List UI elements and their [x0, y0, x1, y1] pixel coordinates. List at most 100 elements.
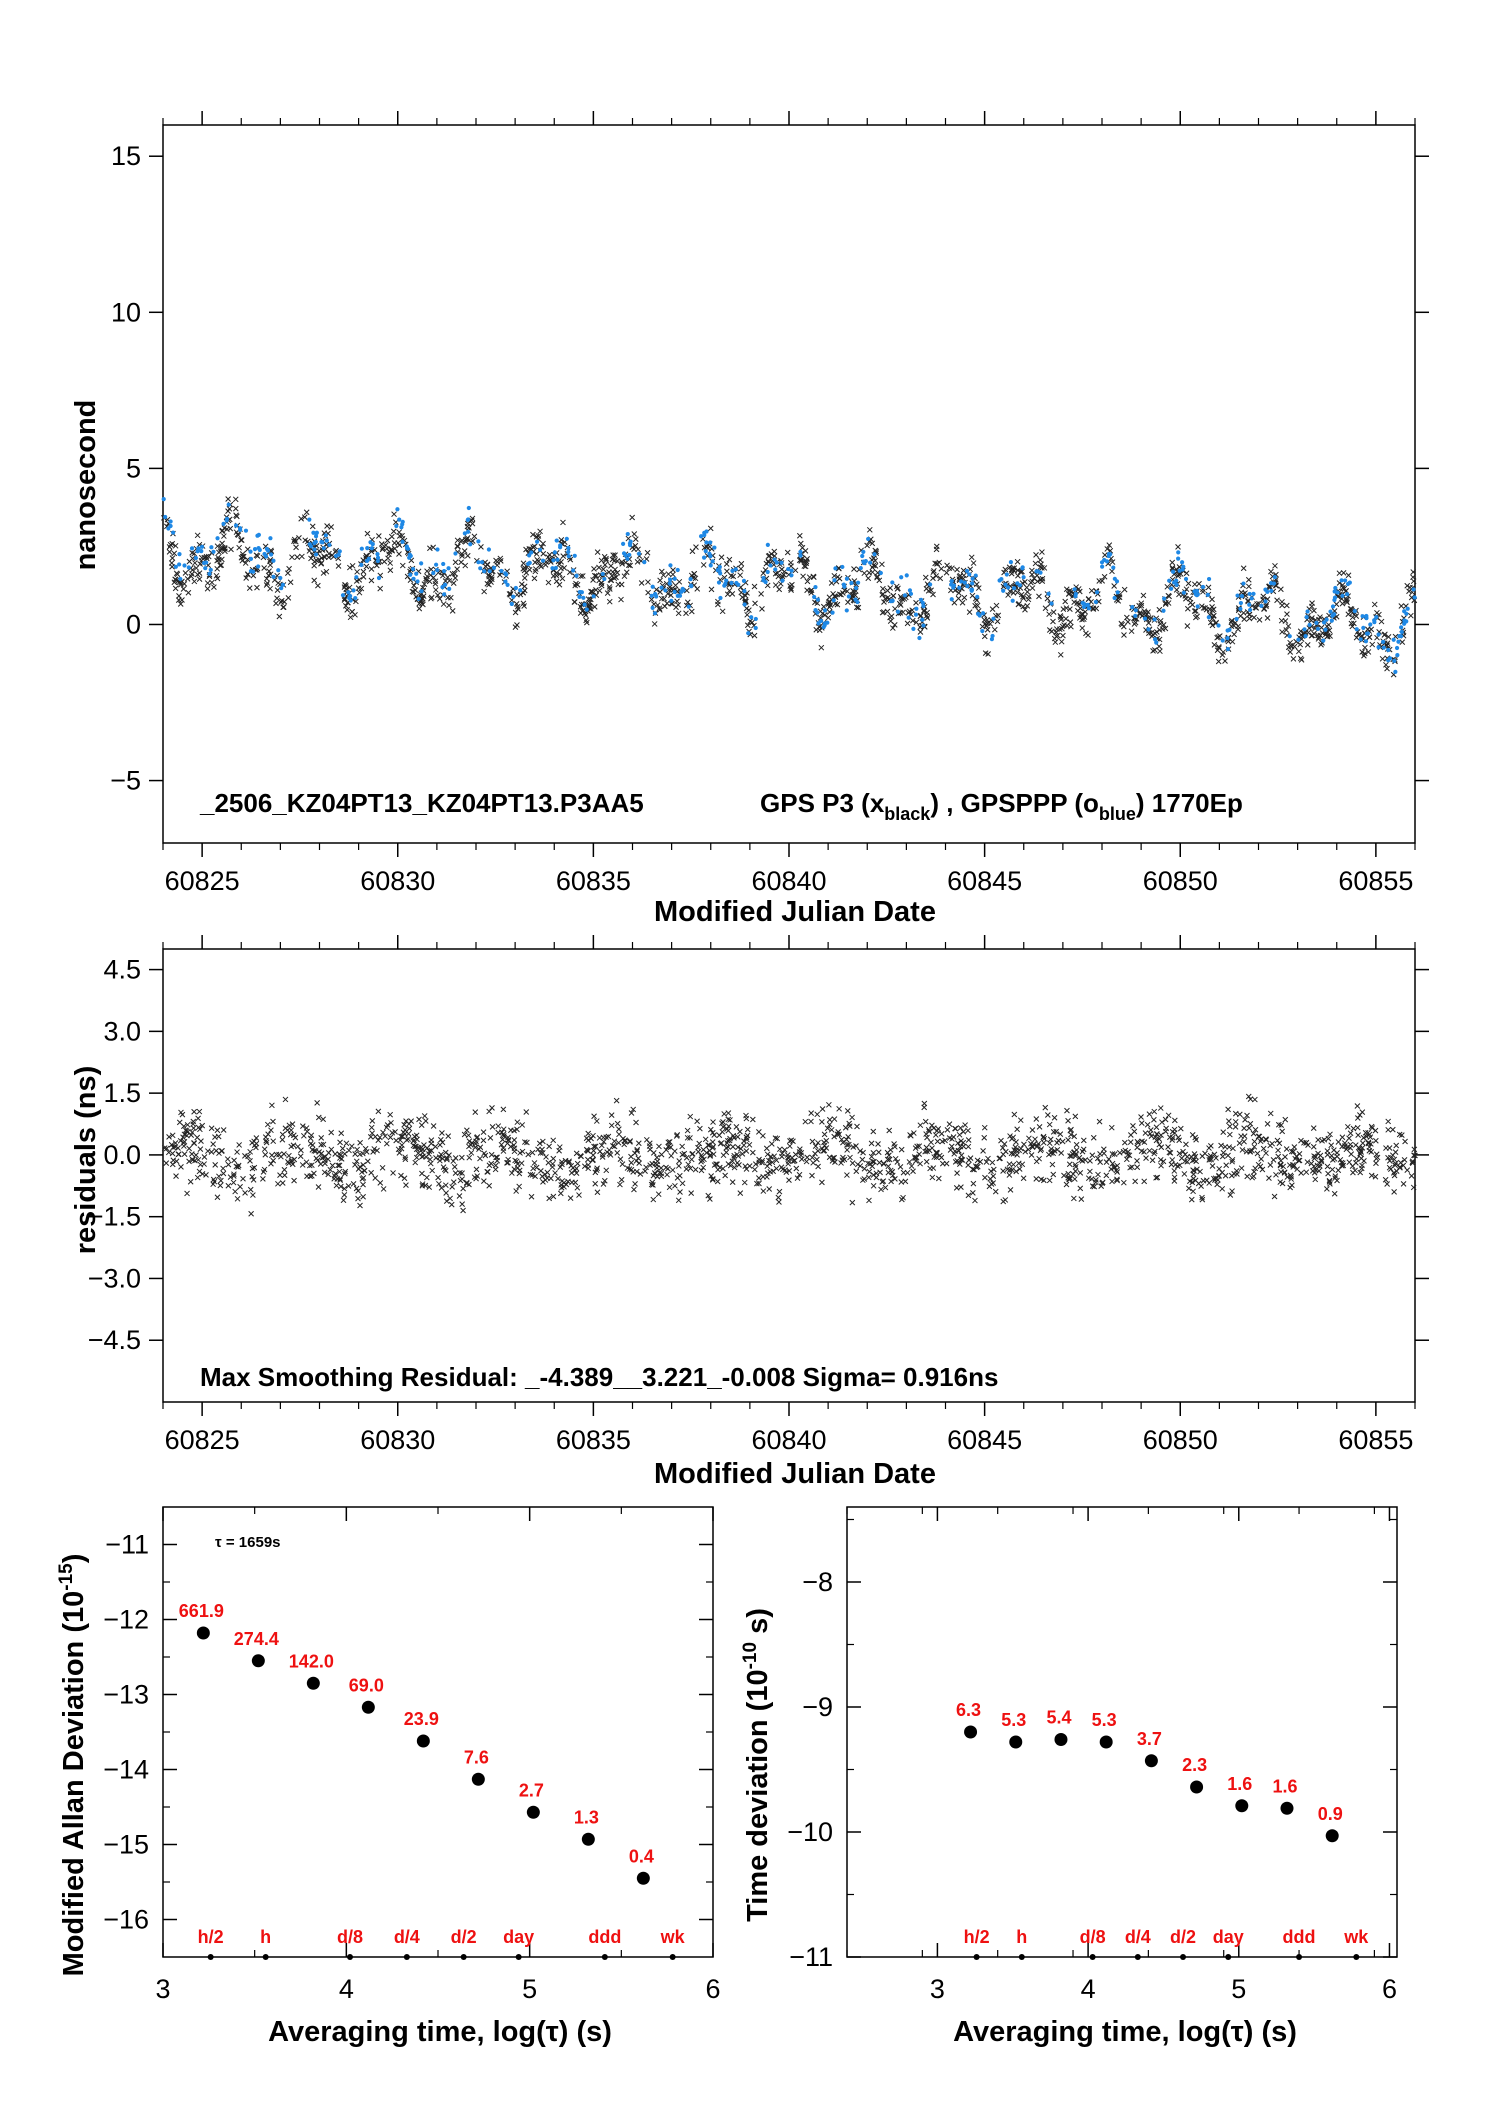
ppp-point: [990, 633, 995, 639]
residual-point: [1064, 1107, 1070, 1114]
gps-point: [864, 542, 870, 549]
y-tick-label: −15: [103, 1830, 149, 1860]
residual-point: [338, 1183, 344, 1190]
residual-point: [655, 1191, 662, 1198]
residual-point: [399, 1142, 405, 1148]
residual-point: [1068, 1131, 1074, 1138]
gps-point: [606, 584, 613, 590]
gps-point: [1349, 614, 1356, 621]
gps-point: [984, 626, 991, 633]
y-tick-label: −11: [789, 1942, 833, 1972]
ppp-point: [860, 553, 865, 559]
gps-point: [1102, 552, 1108, 558]
gps-point: [538, 563, 544, 570]
gps-point: [293, 544, 299, 551]
gps-point: [632, 536, 639, 542]
gps-point: [284, 570, 291, 576]
ppp-point: [1162, 596, 1167, 601]
residual-point: [688, 1190, 695, 1196]
ppp-point: [1225, 628, 1230, 633]
gps-point: [700, 562, 707, 568]
residual-point: [480, 1129, 487, 1135]
ppp-point: [1304, 614, 1309, 620]
deviation-point-label: 6.3: [956, 1700, 981, 1720]
residual-point: [720, 1165, 726, 1172]
gps-point: [606, 586, 613, 592]
residual-point: [956, 1161, 963, 1167]
gps-point: [572, 582, 579, 589]
p3-ylabel-exp: -15: [56, 1563, 77, 1591]
gps-point: [216, 549, 222, 556]
gps-point: [355, 585, 362, 591]
ppp-point: [964, 568, 970, 574]
ppp-point: [1376, 632, 1381, 637]
residual-point: [1339, 1134, 1346, 1141]
gps-point: [1160, 622, 1167, 628]
residual-point: [1156, 1136, 1163, 1142]
residual-point: [1230, 1145, 1236, 1152]
residual-point: [1303, 1169, 1310, 1176]
gps-point: [739, 594, 746, 601]
residual-point: [1267, 1162, 1274, 1168]
residual-point: [514, 1126, 520, 1133]
residual-point: [1310, 1143, 1317, 1150]
gps-point: [1033, 552, 1039, 558]
residual-point: [1189, 1179, 1196, 1186]
interval-marker-dot: [207, 1954, 214, 1960]
ppp-point: [949, 578, 954, 584]
residual-point: [1255, 1133, 1262, 1140]
ppp-point: [177, 552, 182, 557]
gps-point: [596, 587, 603, 594]
residual-point: [699, 1157, 705, 1164]
residual-point: [180, 1134, 186, 1141]
ppp-point: [1303, 634, 1308, 639]
residual-point: [608, 1122, 615, 1129]
gps-point: [1169, 559, 1176, 566]
residual-point: [415, 1150, 422, 1157]
interval-marker-label: wk: [1343, 1927, 1369, 1947]
gps-point: [751, 583, 758, 590]
residual-point: [1251, 1138, 1258, 1145]
residual-point: [791, 1157, 798, 1164]
residual-point: [220, 1127, 227, 1133]
residual-point: [194, 1174, 201, 1181]
residual-point: [760, 1188, 767, 1194]
ppp-point: [830, 610, 835, 615]
residual-point: [1098, 1183, 1105, 1189]
residual-point: [1063, 1181, 1070, 1188]
gps-point: [889, 625, 896, 631]
residual-point: [1277, 1179, 1284, 1185]
residual-point: [951, 1150, 958, 1157]
residual-point: [419, 1170, 425, 1177]
ppp-point: [991, 616, 996, 621]
residual-point: [1202, 1150, 1208, 1157]
gps-point: [424, 568, 430, 575]
residual-point: [336, 1162, 343, 1169]
residual-point: [1309, 1168, 1316, 1174]
residual-point: [427, 1156, 433, 1163]
residual-point: [929, 1174, 936, 1181]
residual-point: [327, 1166, 334, 1173]
residual-point: [1227, 1131, 1233, 1138]
residual-point: [533, 1164, 540, 1171]
ppp-point: [970, 576, 975, 581]
residual-point: [1058, 1150, 1065, 1156]
residual-point: [783, 1169, 790, 1175]
interval-marker-dot: [973, 1954, 980, 1960]
residual-point: [576, 1192, 582, 1198]
residual-point: [1281, 1169, 1288, 1176]
ppp-point: [166, 526, 171, 531]
gps-point: [759, 606, 765, 612]
ppp-point: [686, 604, 691, 609]
residual-point: [707, 1126, 714, 1133]
gps-point: [796, 557, 803, 564]
gps-point: [396, 542, 403, 549]
ppp-point: [178, 576, 183, 582]
gps-point: [853, 604, 860, 611]
deviation-points: 6.3 5.3 5.4 5.33.72.31.6 1.60.9: [956, 1700, 1343, 1843]
residual-point: [170, 1144, 177, 1151]
gps-point: [556, 571, 563, 577]
residual-point: [1042, 1104, 1049, 1111]
residual-point: [1087, 1157, 1093, 1164]
gps-point: [1085, 632, 1091, 639]
